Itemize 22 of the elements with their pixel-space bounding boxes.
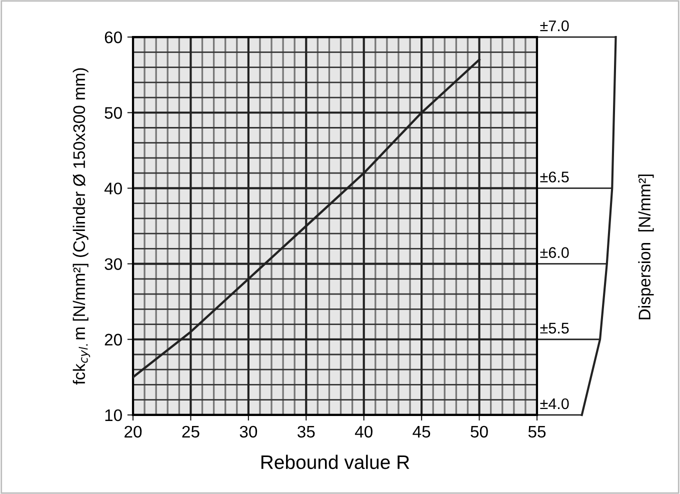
y-tick-label: 30 xyxy=(104,258,122,270)
x-tick-label: 55 xyxy=(528,426,546,438)
x-tick-label: 20 xyxy=(124,426,142,438)
y-tick-label: 10 xyxy=(105,409,122,422)
y-tick-label: 40 xyxy=(104,182,122,194)
y-tick-label: 60 xyxy=(104,31,122,44)
x-tick-label: 45 xyxy=(412,426,430,438)
y-tick-label: 50 xyxy=(104,107,122,119)
x-tick-label: 30 xyxy=(240,426,258,438)
y-tick-label: 20 xyxy=(104,334,122,346)
text: Dispersion [N/mm²] xyxy=(638,174,654,320)
text: ±7.0 xyxy=(540,20,569,32)
x-tick-label: 35 xyxy=(298,426,315,438)
text: ±5.5 xyxy=(540,322,569,334)
x-tick-label: 40 xyxy=(354,426,372,438)
x-tick-label: 50 xyxy=(470,426,488,438)
text: ±4.0 xyxy=(540,398,569,410)
text: ±6.0 xyxy=(540,247,569,258)
x-axis-title: Rebound value R xyxy=(261,454,410,470)
text: ±6.5 xyxy=(540,172,569,182)
x-tick-label: 25 xyxy=(182,426,200,438)
y-axis-title: fck$_{cyl.}$m [N/mm²] (Cylinder Ø 150x300 mm) xyxy=(72,68,90,385)
